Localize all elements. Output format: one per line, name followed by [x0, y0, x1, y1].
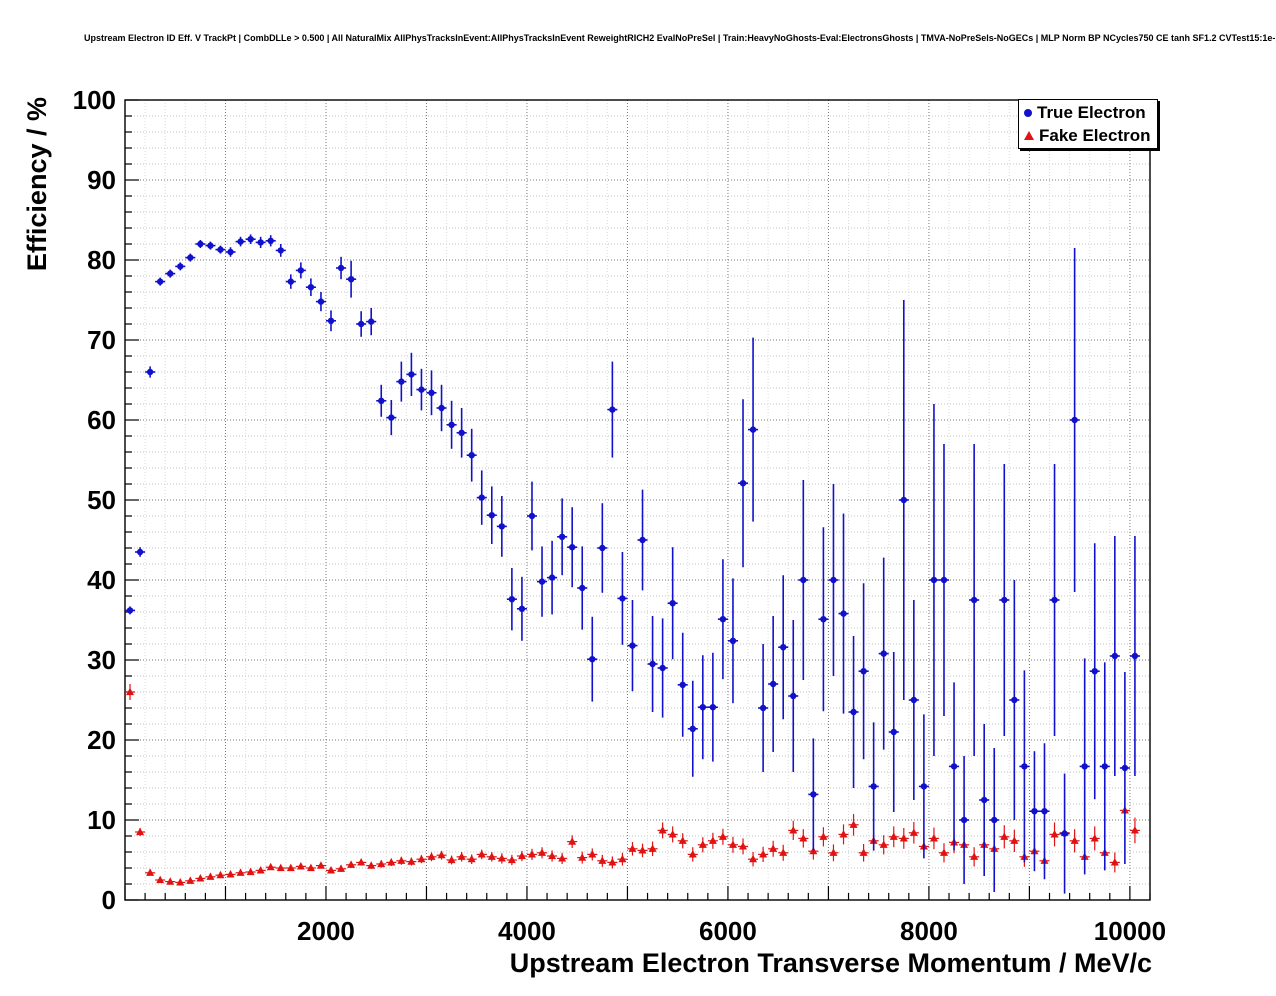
y-tick-label: 30: [87, 645, 116, 675]
legend-label-fake-electron: Fake Electron: [1039, 125, 1151, 145]
y-tick-label: 90: [87, 165, 116, 195]
chart-layers: 0 10 20 30 40 50 60 70 80 90 100 2000 4000 6000 8000 10…: [73, 85, 1166, 946]
y-axis-title: Efficiency / %: [22, 97, 52, 271]
plot-title: Upstream Electron ID Eff. V TrackPt | Co…: [84, 33, 1276, 43]
fake-electron-marker-icon: [1024, 131, 1034, 140]
x-tick-label: 6000: [699, 916, 757, 946]
x-tick-label: 4000: [498, 916, 556, 946]
y-tick-label: 70: [87, 325, 116, 355]
x-tick-label: 2000: [297, 916, 355, 946]
x-axis-title: Upstream Electron Transverse Momentum / …: [510, 948, 1152, 978]
y-tick-label: 0: [102, 885, 116, 915]
true-electron-series: [125, 234, 1140, 894]
y-tick-label: 10: [87, 805, 116, 835]
legend-label-true-electron: True Electron: [1037, 102, 1146, 122]
y-tick-label: 50: [87, 485, 116, 515]
legend-entry-fake-electron: Fake Electron: [1019, 124, 1157, 147]
y-tick-label: 60: [87, 405, 116, 435]
y-tick-label: 100: [73, 85, 116, 115]
x-tick-label: 10000: [1094, 916, 1166, 946]
fake-electron-series: [125, 684, 1140, 886]
y-tick-label: 80: [87, 245, 116, 275]
x-tick-label: 8000: [900, 916, 958, 946]
legend: True Electron Fake Electron: [1018, 99, 1158, 149]
y-tick-label: 20: [87, 725, 116, 755]
true-electron-marker-icon: [1024, 108, 1032, 117]
legend-entry-true-electron: True Electron: [1019, 101, 1157, 124]
y-tick-label: 40: [87, 565, 116, 595]
